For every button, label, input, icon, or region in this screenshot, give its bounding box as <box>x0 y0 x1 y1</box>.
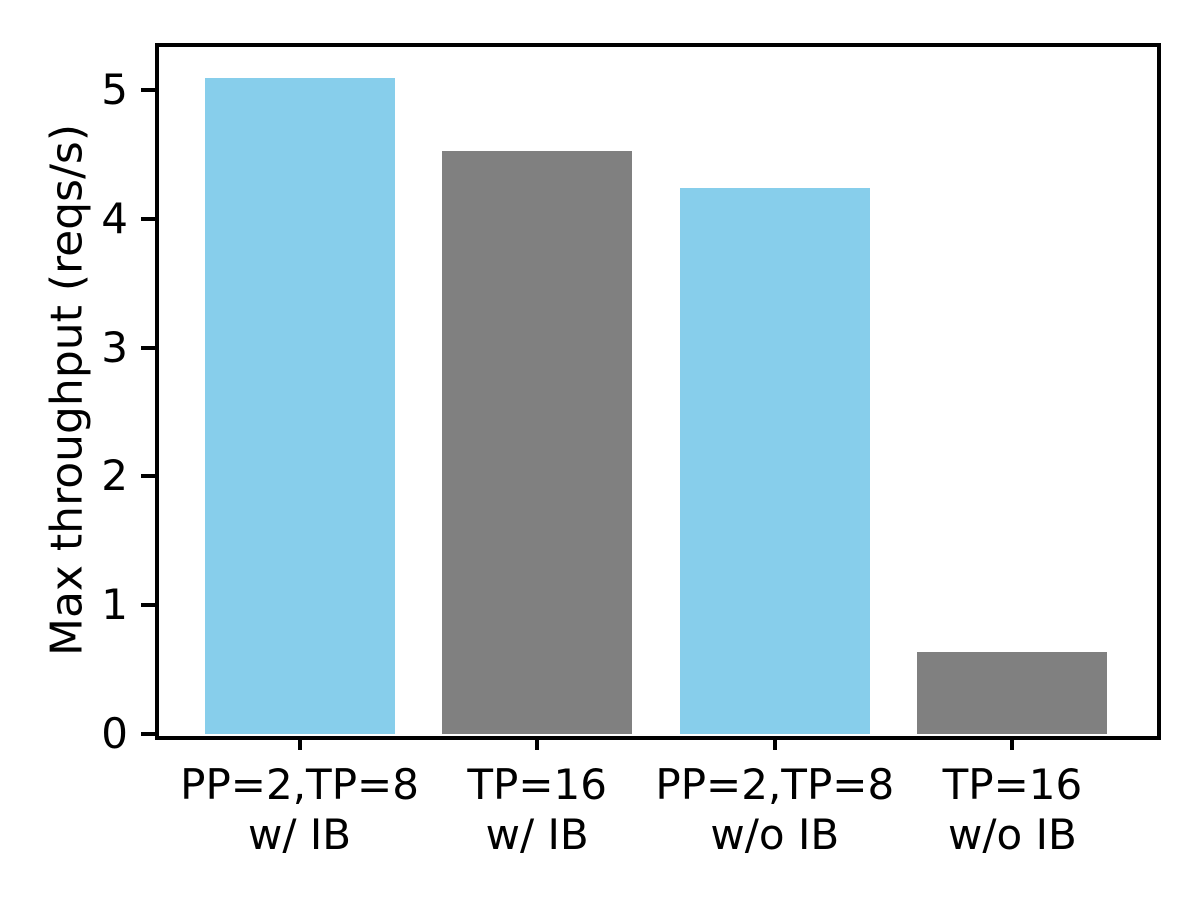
x-tick-label: PP=2,TP=8 w/o IB <box>655 760 895 859</box>
y-tick-label: 2 <box>101 451 128 501</box>
y-tick <box>141 88 155 93</box>
x-tick <box>772 736 777 750</box>
x-tick <box>535 736 540 750</box>
x-tick <box>1010 736 1015 750</box>
bar-1 <box>442 150 633 734</box>
plot-area <box>157 45 1155 734</box>
x-tick <box>297 736 302 750</box>
x-tick-label: TP=16 w/ IB <box>467 760 607 859</box>
y-tick-label: 0 <box>101 709 128 758</box>
bar-3 <box>917 651 1108 734</box>
y-tick <box>141 216 155 221</box>
y-tick-label: 4 <box>101 193 128 243</box>
y-tick <box>141 603 155 608</box>
y-tick <box>141 474 155 479</box>
x-tick-label: TP=16 w/o IB <box>942 760 1083 859</box>
y-tick-label: 5 <box>101 65 128 115</box>
y-tick <box>141 732 155 736</box>
y-tick-label: 3 <box>101 322 128 372</box>
bar-0 <box>204 78 395 734</box>
bar-2 <box>679 187 870 734</box>
y-tick <box>141 345 155 350</box>
x-tick-label: PP=2,TP=8 w/ IB <box>180 760 419 859</box>
y-tick-label: 1 <box>101 580 128 630</box>
